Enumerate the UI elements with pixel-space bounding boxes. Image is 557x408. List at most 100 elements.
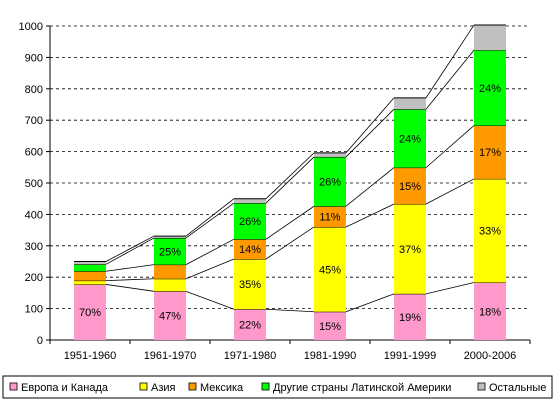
bar-segment [314,156,346,207]
data-label: 70% [79,307,101,319]
series-connector-line [345,108,395,158]
data-label: 18% [479,306,501,318]
bar-segment [394,204,426,294]
bar-segment [74,284,106,340]
series-connector-line [265,205,315,240]
data-label: 26% [319,177,341,189]
legend-label: Азия [151,382,176,394]
bar-segment [154,236,186,238]
series-connector-line [185,238,235,265]
legend-swatch [261,382,270,391]
legend-swatch [477,382,486,391]
bar-segment [394,293,426,340]
series-connector-line [345,293,395,313]
series-connector-line [345,203,395,228]
bar-segment [314,152,346,157]
data-label: 24% [399,133,421,145]
y-tick-label: 500 [25,178,43,190]
y-tick-label: 800 [25,84,43,96]
data-label: 45% [319,264,341,276]
bar-segment [394,167,426,205]
series-connector-line [425,24,475,99]
series-connector-line [425,178,475,205]
y-tick-label: 100 [25,304,43,316]
series-connector-line [105,237,155,265]
bar-segment [234,239,266,259]
bar-segment [394,97,426,110]
series-connector-line [425,125,475,168]
legend-label: Остальные [489,382,546,394]
legend-swatch [139,382,148,391]
y-tick-label: 700 [25,115,43,127]
bar-segment [314,226,346,312]
series-connector-line [345,167,395,207]
x-tick-label: 2000-2006 [464,350,517,362]
y-tick-label: 300 [25,241,43,253]
series-connector-line [105,264,155,272]
y-tick-label: 900 [25,52,43,64]
bar-segment [474,50,506,126]
y-tick-label: 400 [25,209,43,221]
data-label: 35% [239,279,261,291]
x-tick-label: 1981-1990 [304,350,357,362]
series-connector-line [185,258,235,280]
series-connector-line [105,278,155,282]
y-tick-label: 200 [25,272,43,284]
series-connector-line [105,284,155,292]
bar-segment [154,264,186,279]
legend-label: Европа и Канада [21,382,109,394]
bar-segment [474,282,506,340]
bar-segment [474,25,506,51]
data-label: 14% [239,244,261,256]
y-tick-label: 600 [25,147,43,159]
data-label: 33% [479,226,501,238]
data-label: 24% [479,83,501,95]
x-tick-label: 1971-1980 [224,350,277,362]
legend-box [2,375,553,399]
series-connector-line [185,202,235,239]
bar-segment [74,280,106,285]
bar-segment [154,278,186,292]
legend-label: Другие страны Латинской Америки [273,382,451,394]
x-tick-label: 1991-1999 [384,350,437,362]
series-connector-line [265,226,315,260]
bar-segment [314,311,346,340]
bar-segment [74,271,106,281]
bar-segment [234,203,266,240]
series-connector-line [185,198,235,237]
legend-swatch [188,382,197,391]
bar-segment [74,264,106,272]
data-label: 25% [159,246,181,258]
series-connector-line [425,282,475,295]
bar-segment [474,178,506,283]
x-tick-label: 1951-1960 [64,350,117,362]
bar-segment [394,109,426,168]
bar-segment [234,309,266,340]
y-tick-label: 0 [37,335,43,347]
bar-segment [234,198,266,204]
bar-segment [474,125,506,179]
bar-segment [154,291,186,340]
series-connector-line [265,308,315,313]
data-label: 37% [399,244,421,256]
series-connector-line [265,152,315,199]
data-label: 15% [319,321,341,333]
bar-segment [74,261,106,265]
series-connector-line [105,235,155,262]
x-tick-label: 1961-1970 [144,350,197,362]
series-connector-line [185,290,235,310]
data-label: 47% [159,311,181,323]
series-connector-line [345,97,395,154]
legend-label: Мексика [200,382,244,394]
bar-segment [314,206,346,227]
bar-segment [154,237,186,265]
legend-swatch [9,382,18,391]
series-connector-line [425,49,475,110]
data-label: 11% [319,212,340,224]
data-label: 19% [399,312,421,324]
series-connector-line [265,156,315,204]
y-tick-label: 1000 [19,21,43,33]
data-label: 17% [479,147,501,159]
